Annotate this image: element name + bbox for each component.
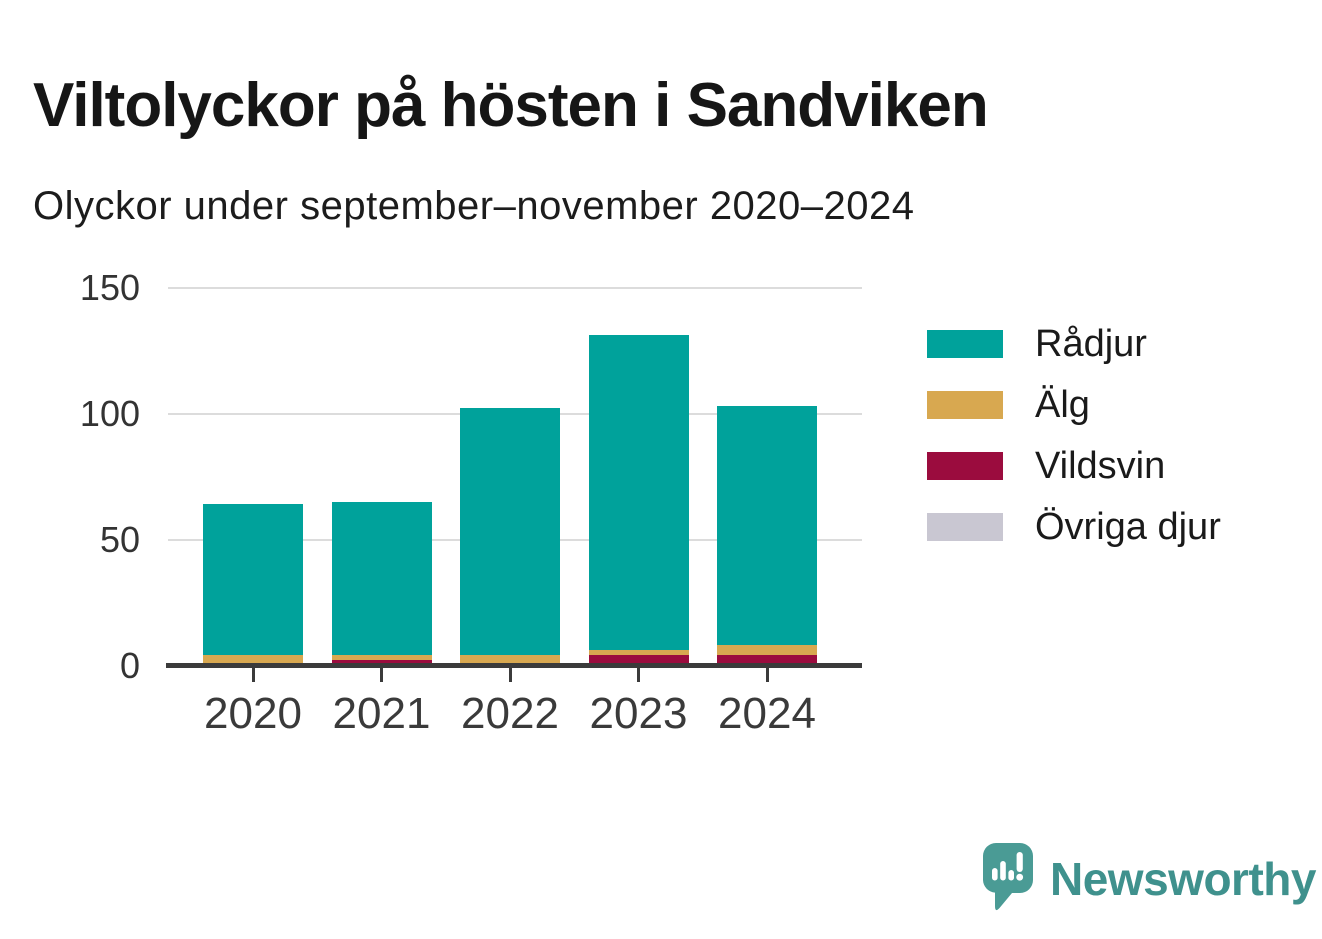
bar-segment-vildsvin-2023 <box>588 655 689 666</box>
bar-segment-rådjur-2024 <box>717 405 817 646</box>
newsworthy-logo-icon <box>983 843 1033 911</box>
bar-segment-älg-2023 <box>588 650 689 656</box>
x-axis-line <box>166 663 862 668</box>
bar-segment-rådjur-2020 <box>203 504 303 656</box>
legend-label: Rådjur <box>1035 322 1147 365</box>
x-axis-tick-label: 2021 <box>332 689 431 738</box>
legend-item: Övriga djur <box>927 505 1221 548</box>
x-axis-tick <box>637 668 640 682</box>
legend-swatch-icon <box>927 452 1003 480</box>
y-axis-tick-label: 0 <box>119 644 140 686</box>
chart-title: Viltolyckor på hösten i Sandviken <box>33 70 989 140</box>
y-axis-tick-label: 100 <box>79 392 140 434</box>
x-axis-tick <box>765 668 769 682</box>
branding: Newsworthy <box>982 842 1316 916</box>
bar-segment-älg-2024 <box>717 645 817 656</box>
bar-segment-rådjur-2021 <box>331 501 432 656</box>
legend-label: Vildsvin <box>1035 444 1166 487</box>
bar-segment-vildsvin-2024 <box>717 655 817 666</box>
x-axis-tick <box>508 668 512 682</box>
legend-item: Rådjur <box>927 322 1147 365</box>
legend-item: Vildsvin <box>927 444 1166 487</box>
chart-subtitle: Olyckor under september–november 2020–20… <box>33 184 915 228</box>
bar-segment-rådjur-2023 <box>588 335 689 651</box>
x-axis-tick-label: 2020 <box>204 689 302 738</box>
x-axis-tick-label: 2022 <box>461 689 559 738</box>
x-axis-tick <box>380 668 383 682</box>
legend-item: Älg <box>927 383 1090 426</box>
x-axis-tick-label: 2024 <box>718 689 816 738</box>
bar-segment-vildsvin-2021 <box>331 660 432 666</box>
legend-swatch-icon <box>927 330 1003 358</box>
y-axis-tick-label: 50 <box>99 518 140 560</box>
gridline-y-150 <box>168 286 862 289</box>
x-axis-tick-label: 2023 <box>589 689 688 738</box>
bar-segment-älg-2021 <box>331 655 432 661</box>
bar-segment-älg-2020 <box>203 655 303 666</box>
bar-segment-rådjur-2022 <box>460 408 560 656</box>
y-axis-tick-label: 150 <box>79 266 140 308</box>
legend-label: Övriga djur <box>1035 505 1221 548</box>
x-axis-tick <box>251 668 255 682</box>
newsworthy-logo-text: Newsworthy <box>1050 853 1316 905</box>
legend-label: Älg <box>1035 383 1090 426</box>
bar-segment-älg-2022 <box>460 655 560 666</box>
legend-swatch-icon <box>927 513 1003 541</box>
legend-swatch-icon <box>927 391 1003 419</box>
